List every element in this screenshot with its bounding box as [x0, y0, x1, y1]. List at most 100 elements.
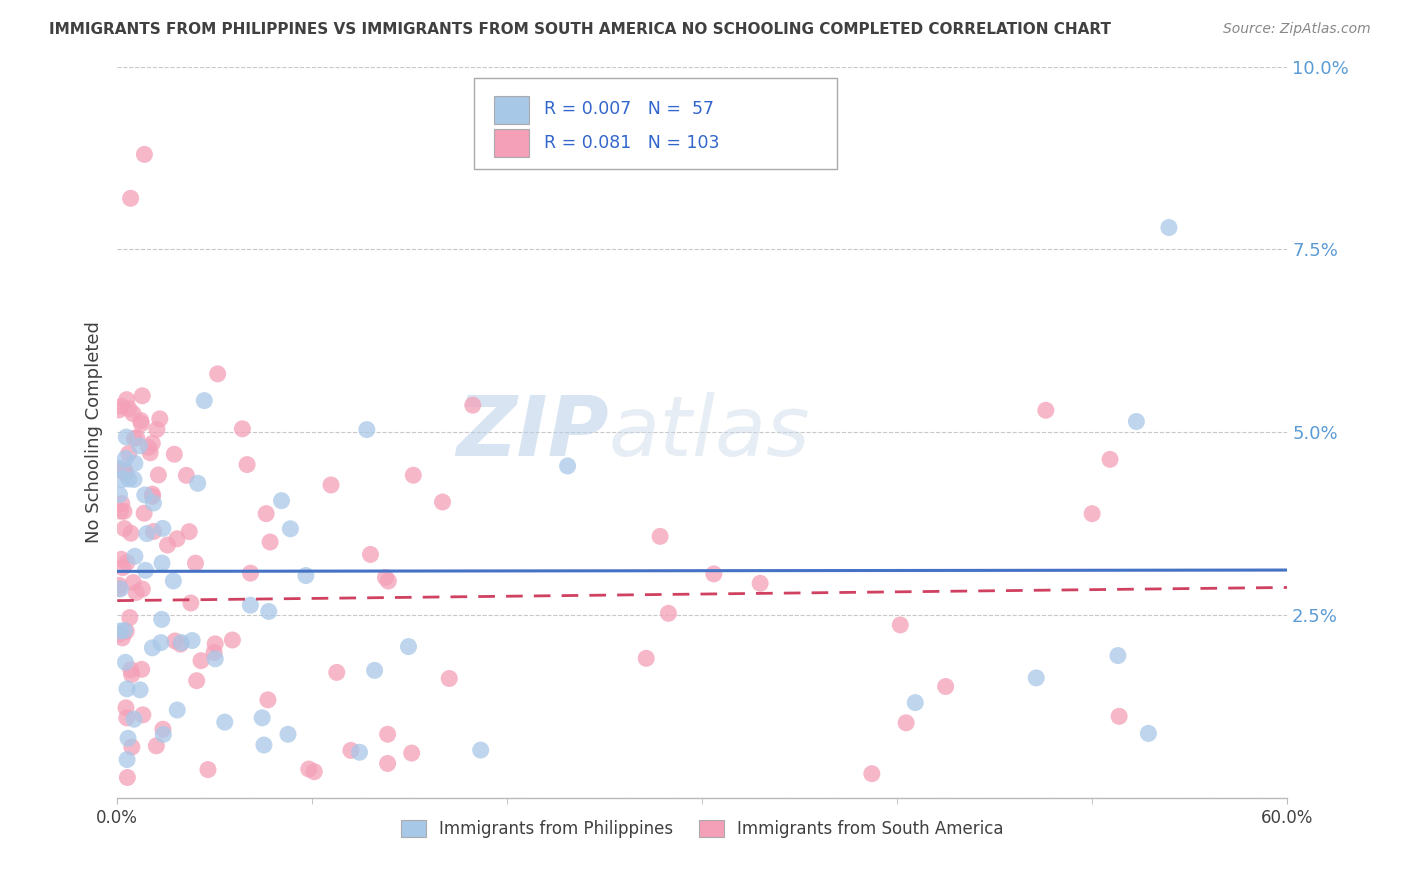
Point — [141, 436, 163, 450]
Point — [1125, 415, 1147, 429]
Point — [114, 451, 136, 466]
Point — [1107, 648, 1129, 663]
Point — [114, 522, 136, 536]
Point — [117, 771, 139, 785]
Point — [108, 403, 131, 417]
Point — [108, 624, 131, 638]
Point — [118, 401, 141, 416]
Point — [156, 538, 179, 552]
Point — [250, 711, 273, 725]
Point — [122, 575, 145, 590]
Point — [349, 745, 371, 759]
Point — [280, 522, 302, 536]
Point — [148, 467, 170, 482]
Point — [111, 560, 134, 574]
Point — [122, 712, 145, 726]
Point — [124, 432, 146, 446]
Point — [149, 635, 172, 649]
Point — [132, 707, 155, 722]
Point — [115, 753, 138, 767]
Point — [374, 570, 396, 584]
Point — [118, 446, 141, 460]
Point — [108, 462, 131, 476]
FancyBboxPatch shape — [474, 78, 837, 169]
Point — [894, 715, 917, 730]
Point — [432, 495, 454, 509]
Point — [180, 596, 202, 610]
Point — [121, 667, 143, 681]
Point — [270, 493, 292, 508]
Point — [179, 524, 201, 539]
Point — [121, 740, 143, 755]
Point — [122, 407, 145, 421]
Point — [114, 463, 136, 477]
Point — [142, 524, 165, 539]
Point — [118, 472, 141, 486]
Point — [115, 430, 138, 444]
Point — [135, 526, 157, 541]
Point — [110, 552, 132, 566]
Point — [1157, 220, 1180, 235]
Point — [110, 504, 132, 518]
Point — [253, 738, 276, 752]
Text: R = 0.081   N = 103: R = 0.081 N = 103 — [544, 134, 720, 152]
Point — [115, 467, 138, 481]
Point — [1025, 671, 1047, 685]
Point — [117, 731, 139, 746]
Point — [197, 763, 219, 777]
Point — [141, 640, 163, 655]
Point — [115, 711, 138, 725]
Point — [187, 476, 209, 491]
Point — [648, 529, 671, 543]
Point — [170, 635, 193, 649]
Point — [108, 627, 131, 641]
Point — [207, 367, 229, 381]
Point — [112, 504, 135, 518]
Point — [935, 680, 957, 694]
Point — [146, 422, 169, 436]
Point — [128, 439, 150, 453]
Point — [118, 610, 141, 624]
Point — [129, 682, 152, 697]
Point — [402, 468, 425, 483]
Point — [176, 468, 198, 483]
Point — [141, 489, 163, 503]
Point — [115, 392, 138, 407]
Point — [120, 191, 142, 205]
Point — [166, 532, 188, 546]
Point — [214, 715, 236, 730]
Point — [110, 399, 132, 413]
Text: Source: ZipAtlas.com: Source: ZipAtlas.com — [1223, 22, 1371, 37]
Point — [131, 417, 153, 431]
Point — [904, 696, 927, 710]
Point — [108, 582, 131, 596]
Point — [152, 722, 174, 736]
Point — [129, 413, 152, 427]
Point — [259, 535, 281, 549]
Point — [889, 618, 911, 632]
Point — [111, 496, 134, 510]
Point — [221, 632, 243, 647]
Point — [326, 665, 349, 680]
Y-axis label: No Schooling Completed: No Schooling Completed — [86, 321, 103, 543]
Point — [108, 488, 131, 502]
Point — [236, 458, 259, 472]
Point — [142, 496, 165, 510]
Point — [131, 582, 153, 596]
Point — [181, 633, 204, 648]
Point — [184, 556, 207, 570]
Point — [204, 637, 226, 651]
Point — [239, 566, 262, 581]
Point — [115, 701, 138, 715]
Point — [108, 461, 131, 475]
Point — [139, 446, 162, 460]
Point — [257, 693, 280, 707]
Point — [1098, 452, 1121, 467]
Point — [125, 585, 148, 599]
Point — [186, 673, 208, 688]
Bar — [494, 95, 529, 124]
Point — [115, 624, 138, 639]
Point — [131, 662, 153, 676]
Point — [169, 637, 191, 651]
Point — [377, 756, 399, 771]
